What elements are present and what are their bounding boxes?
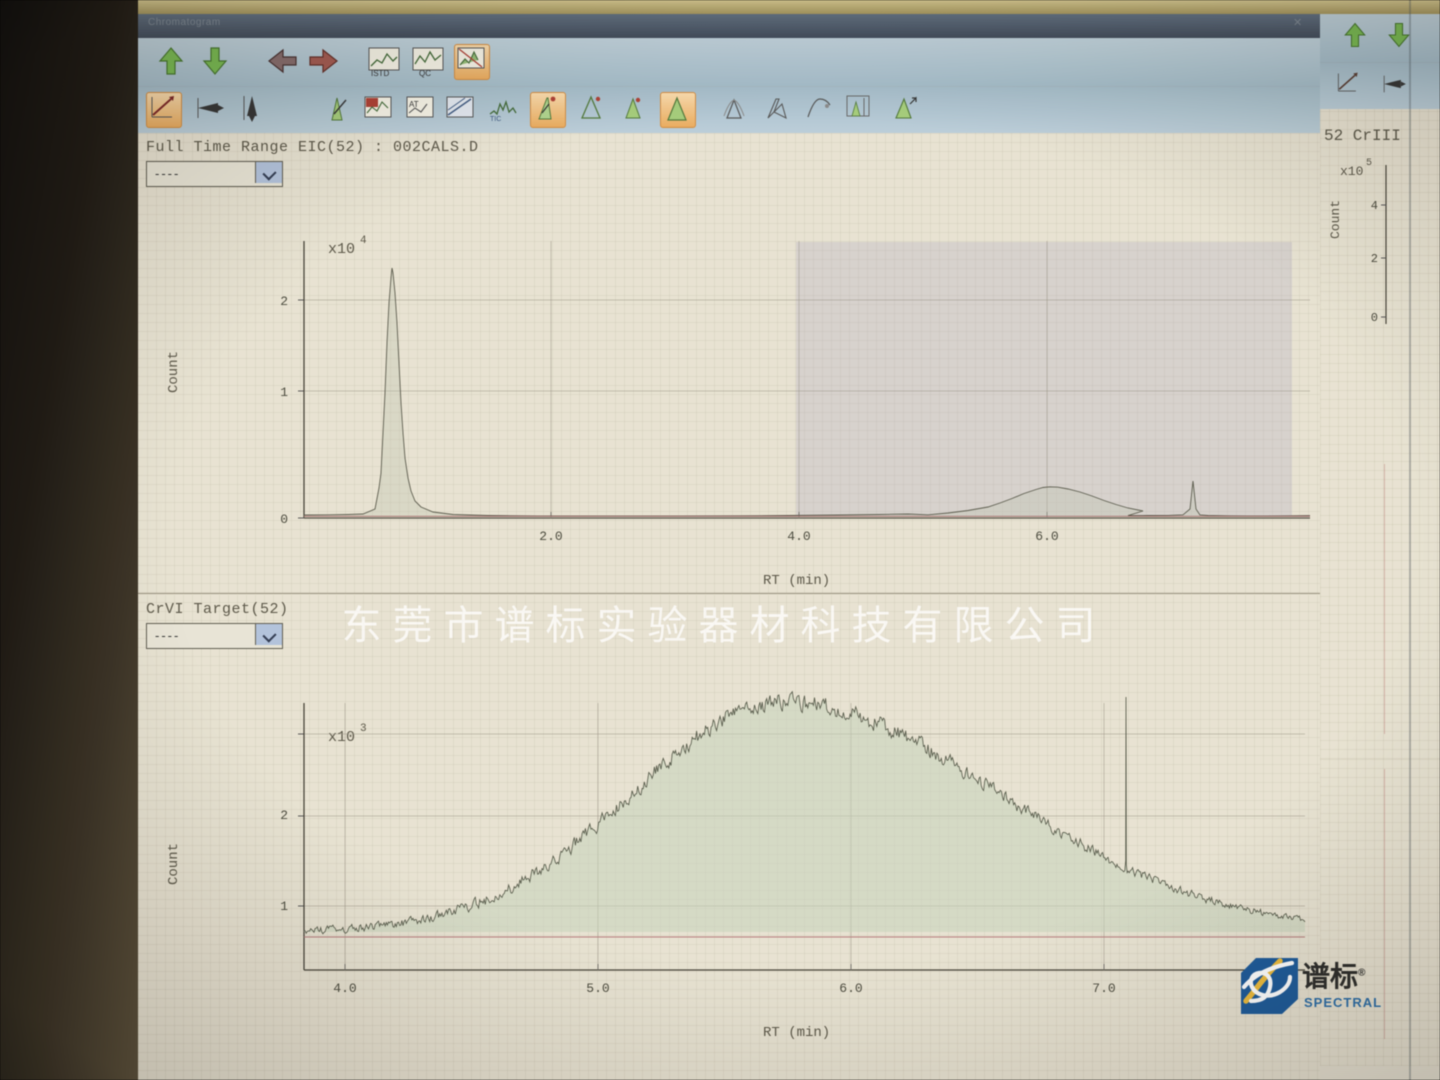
svg-text:2: 2 [280,294,288,309]
svg-text:AT: AT [409,100,419,109]
svg-text:TIC: TIC [490,116,501,122]
svg-text:2: 2 [1371,252,1378,266]
svg-text:6.0: 6.0 [1035,529,1058,544]
svg-text:2.0: 2.0 [539,529,562,544]
svg-text:1: 1 [280,385,288,400]
svg-text:4.0: 4.0 [333,981,356,996]
svg-text:4: 4 [1371,199,1378,213]
svg-text:QC: QC [419,69,431,78]
svg-text:4.0: 4.0 [787,529,810,544]
svg-text:6.0: 6.0 [839,981,862,996]
svg-text:2: 2 [280,808,288,823]
svg-text:1: 1 [280,899,288,914]
svg-text:0: 0 [1371,311,1378,325]
svg-text:ISTD: ISTD [371,69,389,78]
svg-text:7.0: 7.0 [1092,981,1115,996]
svg-text:0: 0 [280,512,288,527]
svg-text:5.0: 5.0 [586,981,609,996]
